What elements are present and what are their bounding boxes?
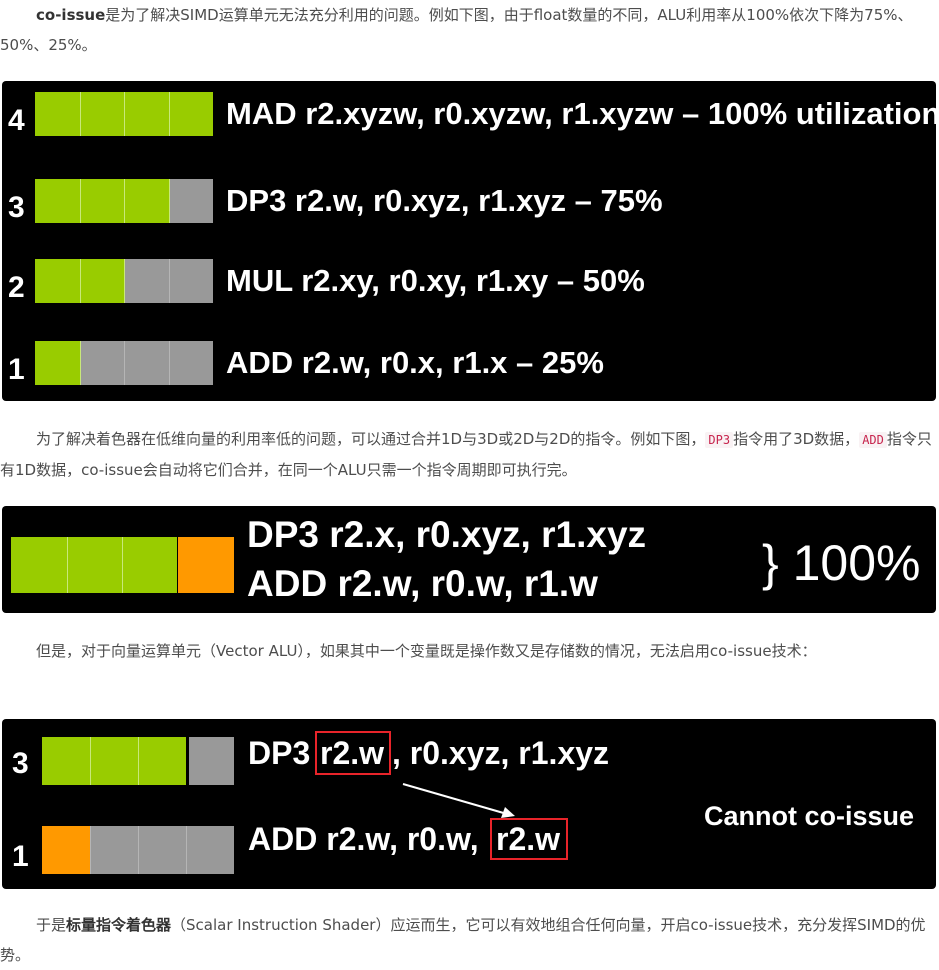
row-count-1: 1 [12, 840, 29, 873]
instruction-text: MAD r2.xyzw, r0.xyzw, r1.xyzw – 100% uti… [226, 96, 936, 131]
alu-cell-unused [168, 179, 213, 223]
highlight-box-dest [315, 731, 391, 775]
cannot-coissue-label: Cannot co-issue [704, 801, 915, 831]
alu-cell-used [35, 341, 80, 385]
highlight-box-src [490, 818, 568, 860]
inline-code-add: ADD [859, 432, 887, 448]
alu-cell-unused [138, 826, 186, 874]
alu-bar [35, 341, 213, 385]
alu-cell-used [11, 537, 67, 593]
paragraph-3-text: 但是，对于向量运算单元（Vector ALU），如果其中一个变量既是操作数又是存… [36, 642, 817, 660]
alu-cell-used [79, 92, 124, 136]
instruction-add: ADD r2.w, r0.w, r1.w [247, 563, 598, 604]
alu-cell-used [124, 92, 169, 136]
alu-cell-unused [79, 341, 124, 385]
alu-cell-unused [186, 737, 234, 785]
paragraph-2-text-c: 指令只有1D数据，co-issue会自动将它们合并，在同一个ALU只需一个指令周… [0, 430, 932, 479]
paragraph-2: 为了解决着色器在低维向量的利用率低的问题，可以通过合并1D与3D或2D与2D的指… [0, 424, 936, 485]
alu-cell-unused [168, 259, 213, 303]
instruction-add-prefix: ADD r2.w, r0.w, [248, 821, 479, 857]
alu-cell-used [124, 179, 169, 223]
paragraph-3: 但是，对于向量运算单元（Vector ALU），如果其中一个变量既是操作数又是存… [0, 636, 936, 666]
paragraph-2-text-a: 为了解决着色器在低维向量的利用率低的问题，可以通过合并1D与3D或2D与2D的指… [36, 430, 706, 448]
paragraph-1-text: 是为了解决SIMD运算单元无法充分利用的问题。例如下图，由于float数量的不同… [0, 6, 913, 54]
alu-cell-used [35, 92, 80, 136]
dependency-arrow [402, 783, 515, 818]
instruction-dp3-op: DP3 [248, 735, 311, 771]
alu-cell-used [42, 826, 90, 874]
row-count-4: 4 [8, 104, 25, 137]
utilization-result: } 100% [762, 535, 921, 591]
row-count-2: 2 [8, 271, 25, 304]
paragraph-1: co-issue是为了解决SIMD运算单元无法充分利用的问题。例如下图，由于fl… [0, 0, 936, 60]
alu-cell-unused [168, 341, 213, 385]
instruction-add-src: r2.w [496, 821, 561, 857]
instruction-text: DP3 r2.w, r0.xyz, r1.xyz – 75% [226, 183, 663, 218]
alu-bar-dp3 [42, 737, 234, 785]
merged-alu-bar [11, 537, 234, 593]
paragraph-2-text-b: 指令用了3D数据， [733, 430, 860, 448]
alu-cell-unused [90, 826, 138, 874]
utilization-figure: 4 MAD r2.xyzw, r0.xyzw, r1.xyzw – 100% ut… [2, 81, 936, 401]
alu-bar [35, 179, 213, 223]
alu-cell-used [35, 259, 80, 303]
alu-cell-used [168, 92, 213, 136]
instruction-dp3-rest: , r0.xyz, r1.xyz [392, 735, 610, 771]
alu-cell-used [42, 737, 90, 785]
bold-term-scalar-shader: 标量指令着色器 [66, 916, 172, 934]
alu-cell-unused [124, 259, 169, 303]
alu-bar [35, 92, 213, 136]
instruction-text: MUL r2.xy, r0.xy, r1.xy – 50% [226, 263, 645, 298]
alu-cell-used [67, 537, 122, 593]
row-count-3: 3 [8, 191, 25, 224]
bold-term-coissue: co-issue [36, 6, 106, 24]
inline-code-dp3: DP3 [705, 432, 734, 448]
alu-cell-used [90, 737, 138, 785]
alu-bar [35, 259, 213, 303]
alu-cell-used [79, 179, 124, 223]
instruction-dp3-dest: r2.w [320, 735, 385, 771]
paragraph-4-text-b: （Scalar Instruction Shader）应运而生，它可以有效地组合… [0, 916, 926, 964]
instruction-text: ADD r2.w, r0.x, r1.x – 25% [226, 345, 604, 380]
alu-cell-coissue [177, 537, 234, 593]
alu-cell-unused [186, 826, 234, 874]
alu-cell-used [79, 259, 124, 303]
alu-cell-used [138, 737, 186, 785]
cannot-coissue-figure: 3 DP3 r2.w , r0.xyz, r1.xyz 1 ADD r2.w, … [2, 719, 936, 889]
alu-bar-add [42, 826, 234, 874]
row-count-3: 3 [12, 747, 29, 780]
coissue-merge-figure: DP3 r2.x, r0.xyz, r1.xyz ADD r2.w, r0.w,… [2, 506, 936, 613]
instruction-dp3: DP3 r2.x, r0.xyz, r1.xyz [247, 514, 647, 555]
paragraph-4-text-a: 于是 [36, 916, 67, 934]
alu-cell-unused [124, 341, 169, 385]
paragraph-4: 于是标量指令着色器（Scalar Instruction Shader）应运而生… [0, 910, 936, 970]
alu-cell-used [35, 179, 80, 223]
row-count-1: 1 [8, 353, 25, 386]
alu-cell-used [122, 537, 177, 593]
